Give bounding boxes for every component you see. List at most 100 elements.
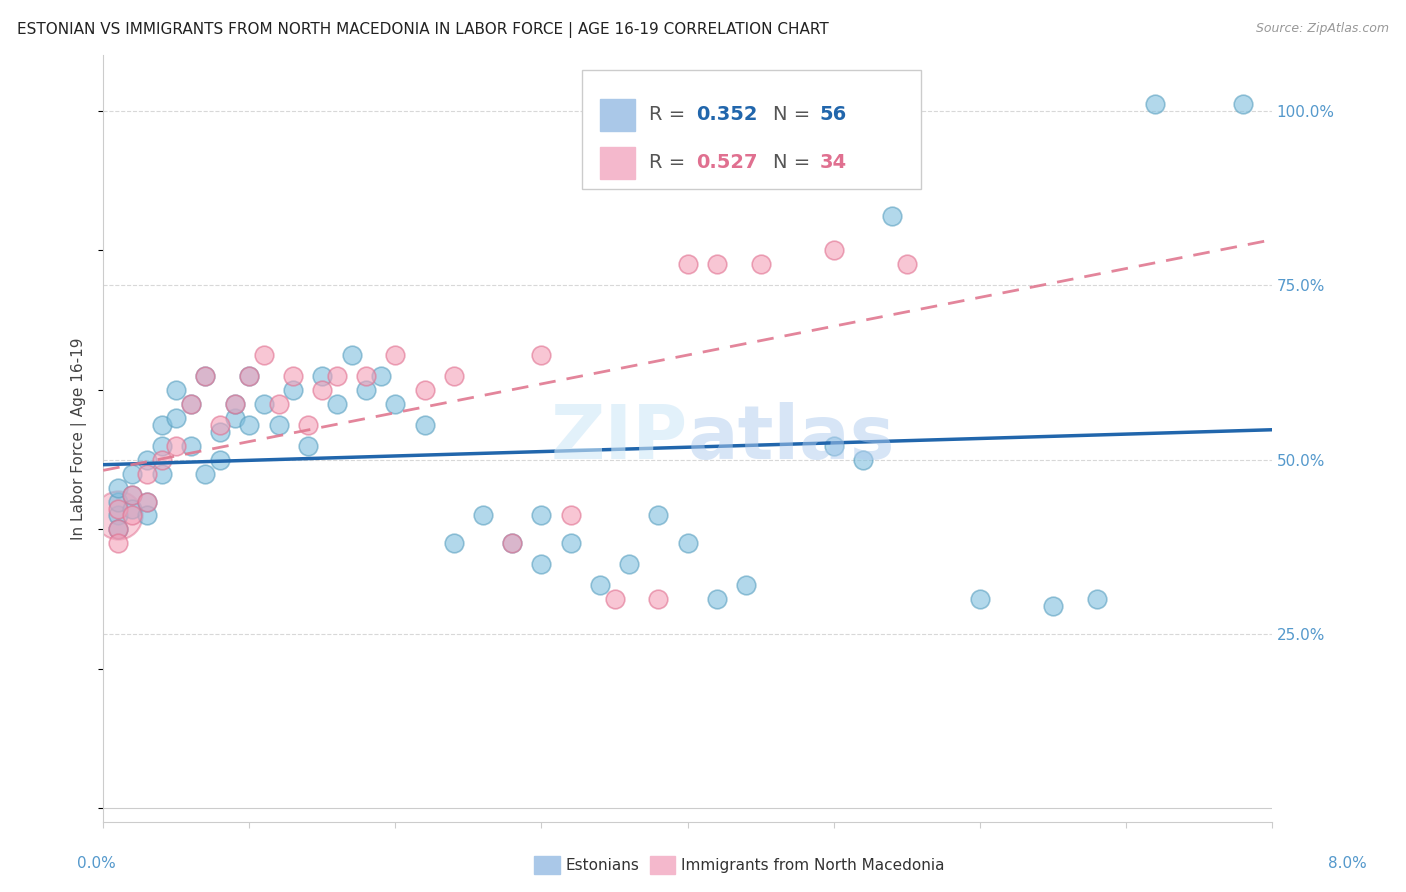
Point [165, 383, 187, 397]
Point [209, 417, 232, 432]
Point [121, 501, 143, 516]
Point [384, 348, 406, 362]
Point [501, 536, 523, 550]
Point [823, 439, 845, 453]
Point [1042, 599, 1064, 614]
Point [413, 417, 436, 432]
Text: ESTONIAN VS IMMIGRANTS FROM NORTH MACEDONIA IN LABOR FORCE | AGE 16-19 CORRELATI: ESTONIAN VS IMMIGRANTS FROM NORTH MACEDO… [17, 22, 828, 38]
Y-axis label: In Labor Force | Age 16-19: In Labor Force | Age 16-19 [72, 337, 87, 540]
Text: R =: R = [650, 104, 692, 124]
Point [150, 439, 173, 453]
Point [107, 481, 129, 495]
Point [194, 467, 217, 481]
Point [267, 397, 290, 411]
Point [194, 369, 217, 384]
Point [121, 487, 143, 501]
Point [281, 383, 304, 397]
Point [165, 410, 187, 425]
Point [136, 467, 159, 481]
Point [354, 383, 377, 397]
Text: Source: ZipAtlas.com: Source: ZipAtlas.com [1256, 22, 1389, 36]
Text: atlas: atlas [688, 402, 896, 475]
Point [647, 508, 669, 523]
Text: N =: N = [773, 153, 817, 172]
Point [180, 397, 202, 411]
Point [443, 536, 465, 550]
Point [136, 494, 159, 508]
Point [311, 369, 333, 384]
Point [253, 397, 276, 411]
Point [297, 417, 319, 432]
Point [165, 439, 187, 453]
Point [676, 257, 699, 271]
Point [969, 592, 991, 607]
Point [311, 383, 333, 397]
Text: 0.0%: 0.0% [77, 856, 117, 871]
Point [150, 467, 173, 481]
Point [880, 209, 903, 223]
Text: 0.527: 0.527 [696, 153, 758, 172]
Point [180, 439, 202, 453]
Point [443, 369, 465, 384]
Point [354, 369, 377, 384]
Text: Estonians: Estonians [565, 858, 640, 872]
Point [209, 452, 232, 467]
Point [603, 592, 626, 607]
Point [1144, 97, 1167, 112]
Point [749, 257, 772, 271]
Point [136, 452, 159, 467]
Point [107, 523, 129, 537]
Point [107, 536, 129, 550]
Point [253, 348, 276, 362]
Point [1232, 97, 1254, 112]
Point [194, 369, 217, 384]
Text: 34: 34 [820, 153, 846, 172]
Point [297, 439, 319, 453]
Text: R =: R = [650, 153, 692, 172]
Point [530, 508, 553, 523]
Point [180, 397, 202, 411]
Text: 56: 56 [820, 104, 846, 124]
Point [224, 397, 246, 411]
Point [530, 348, 553, 362]
Point [136, 508, 159, 523]
Point [326, 369, 349, 384]
Point [589, 578, 612, 592]
Point [267, 417, 290, 432]
Point [472, 508, 495, 523]
Point [340, 348, 363, 362]
Point [107, 494, 129, 508]
Point [107, 523, 129, 537]
Point [238, 417, 260, 432]
Point [136, 494, 159, 508]
Text: 8.0%: 8.0% [1327, 856, 1367, 871]
Point [370, 369, 392, 384]
Point [224, 397, 246, 411]
Point [530, 558, 553, 572]
Point [121, 508, 143, 523]
FancyBboxPatch shape [582, 70, 921, 189]
Bar [600, 147, 636, 179]
Point [384, 397, 406, 411]
Point [150, 452, 173, 467]
Point [852, 452, 875, 467]
Point [121, 487, 143, 501]
Text: Immigrants from North Macedonia: Immigrants from North Macedonia [681, 858, 943, 872]
Point [560, 508, 582, 523]
Point [238, 369, 260, 384]
Point [107, 501, 129, 516]
Point [560, 536, 582, 550]
Point [413, 383, 436, 397]
Text: N =: N = [773, 104, 817, 124]
Text: ZIP: ZIP [550, 402, 688, 475]
Point [706, 592, 728, 607]
Point [107, 508, 129, 523]
Point [224, 410, 246, 425]
Point [121, 467, 143, 481]
Point [617, 558, 640, 572]
Bar [600, 99, 636, 131]
Point [676, 536, 699, 550]
Point [1085, 592, 1108, 607]
Point [501, 536, 523, 550]
Point [238, 369, 260, 384]
